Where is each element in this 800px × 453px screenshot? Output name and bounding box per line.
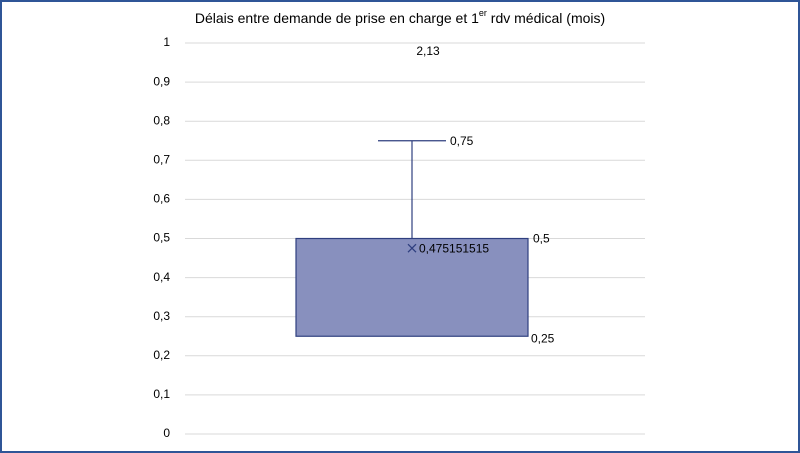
y-tick-label: 0,8 [153,113,170,127]
y-tick-label: 0,4 [153,270,170,284]
title-part: Délais entre demande de prise en charge … [195,10,479,26]
y-tick-label: 0,3 [153,309,170,323]
title-sup: er [479,8,487,18]
chart-title: Délais entre demande de prise en charge … [195,8,605,25]
box [295,237,529,337]
outlier-label: 2,13 [416,44,440,58]
mean-label: 0,475151515 [419,241,489,255]
y-tick-label: 0,1 [153,387,170,401]
y-tick-label: 0,2 [153,348,170,362]
y-tick-label: 0,7 [153,152,170,166]
q3-label: 0,5 [533,232,550,246]
y-tick-label: 1 [163,35,170,49]
mean-marker [407,243,417,253]
q1-label: 0,25 [531,331,555,345]
y-tick-label: 0,9 [153,74,170,88]
y-tick-label: 0,6 [153,192,170,206]
y-tick-label: 0 [163,426,170,440]
title-part: rdv médical (mois) [487,10,605,26]
y-tick-label: 0,5 [153,231,170,245]
max-label: 0,75 [450,134,474,148]
